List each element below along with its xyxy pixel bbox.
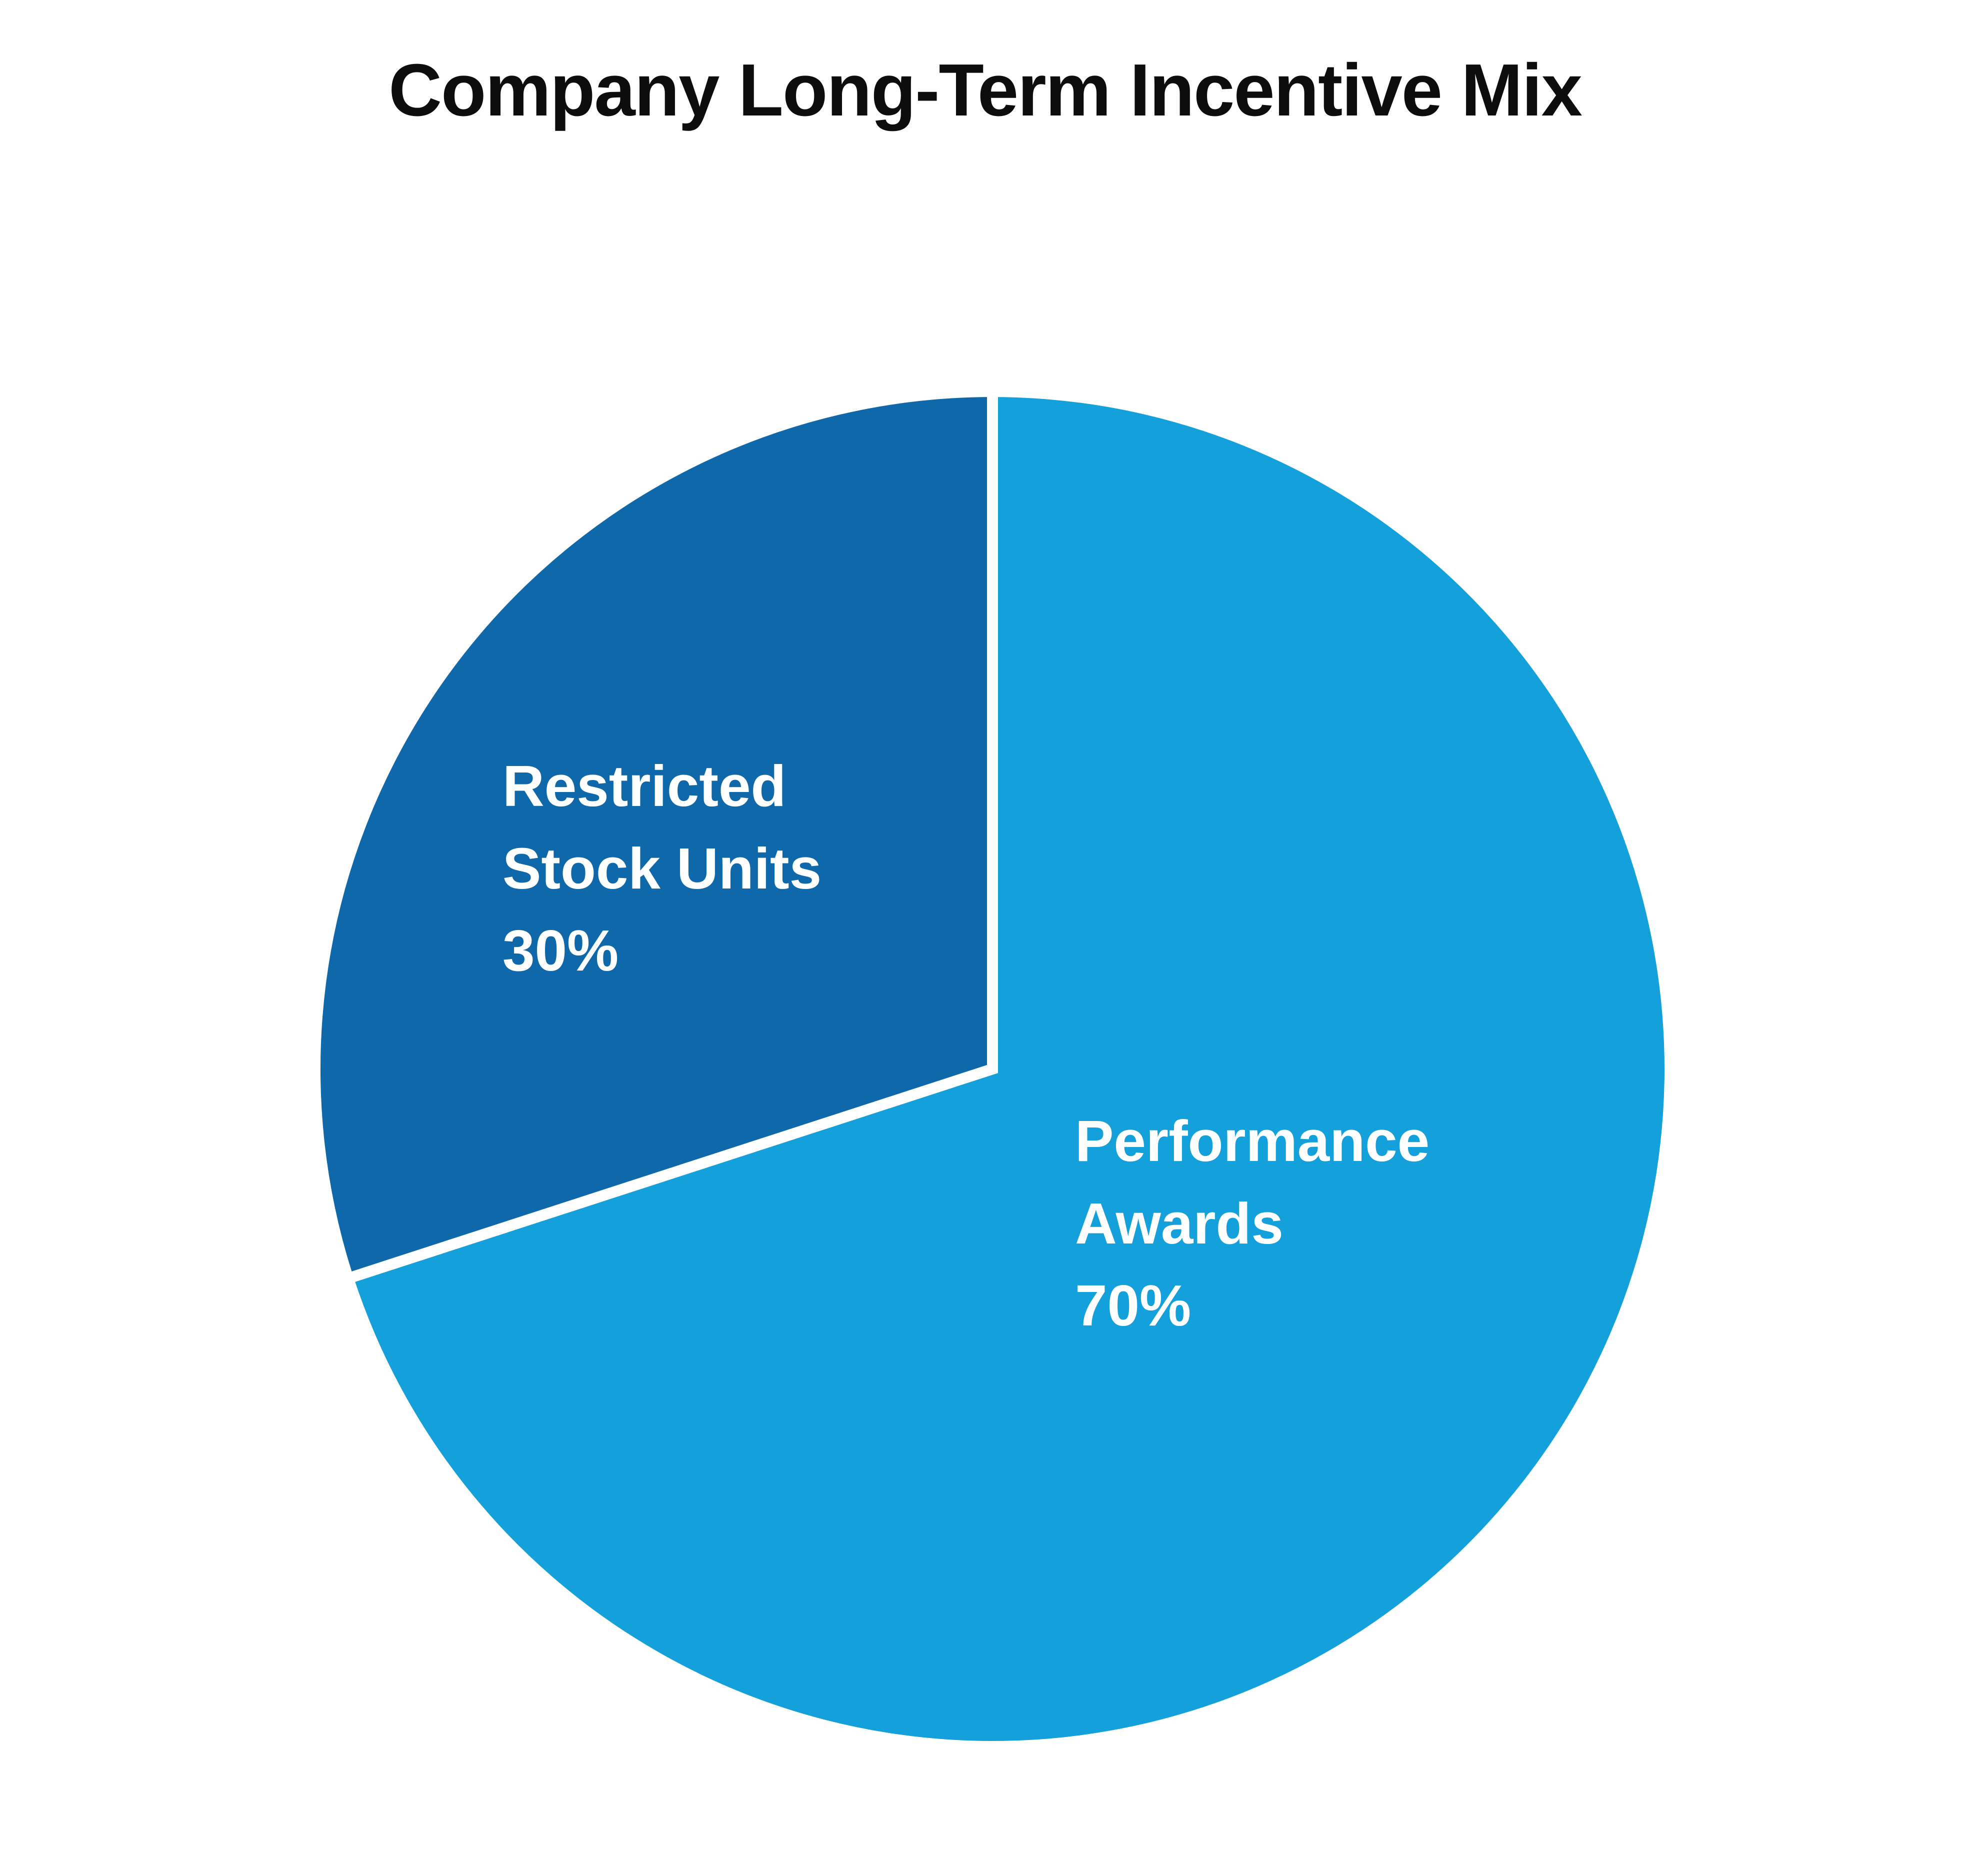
- slice-name-restricted-stock-units: Restricted Stock Units: [502, 754, 822, 901]
- pie-slice-restricted-stock-units: [309, 386, 998, 1286]
- slice-percent-performance-awards: 70%: [1075, 1273, 1192, 1338]
- slice-label-performance-awards: Performance Awards 70%: [1075, 1100, 1470, 1347]
- slice-label-restricted-stock-units: Restricted Stock Units 30%: [502, 745, 898, 992]
- chart-title: Company Long-Term Incentive Mix: [388, 49, 1582, 132]
- slice-percent-restricted-stock-units: 30%: [502, 918, 619, 984]
- slice-name-performance-awards: Performance Awards: [1075, 1108, 1430, 1256]
- pie-slice-performance-awards: [341, 386, 1676, 1752]
